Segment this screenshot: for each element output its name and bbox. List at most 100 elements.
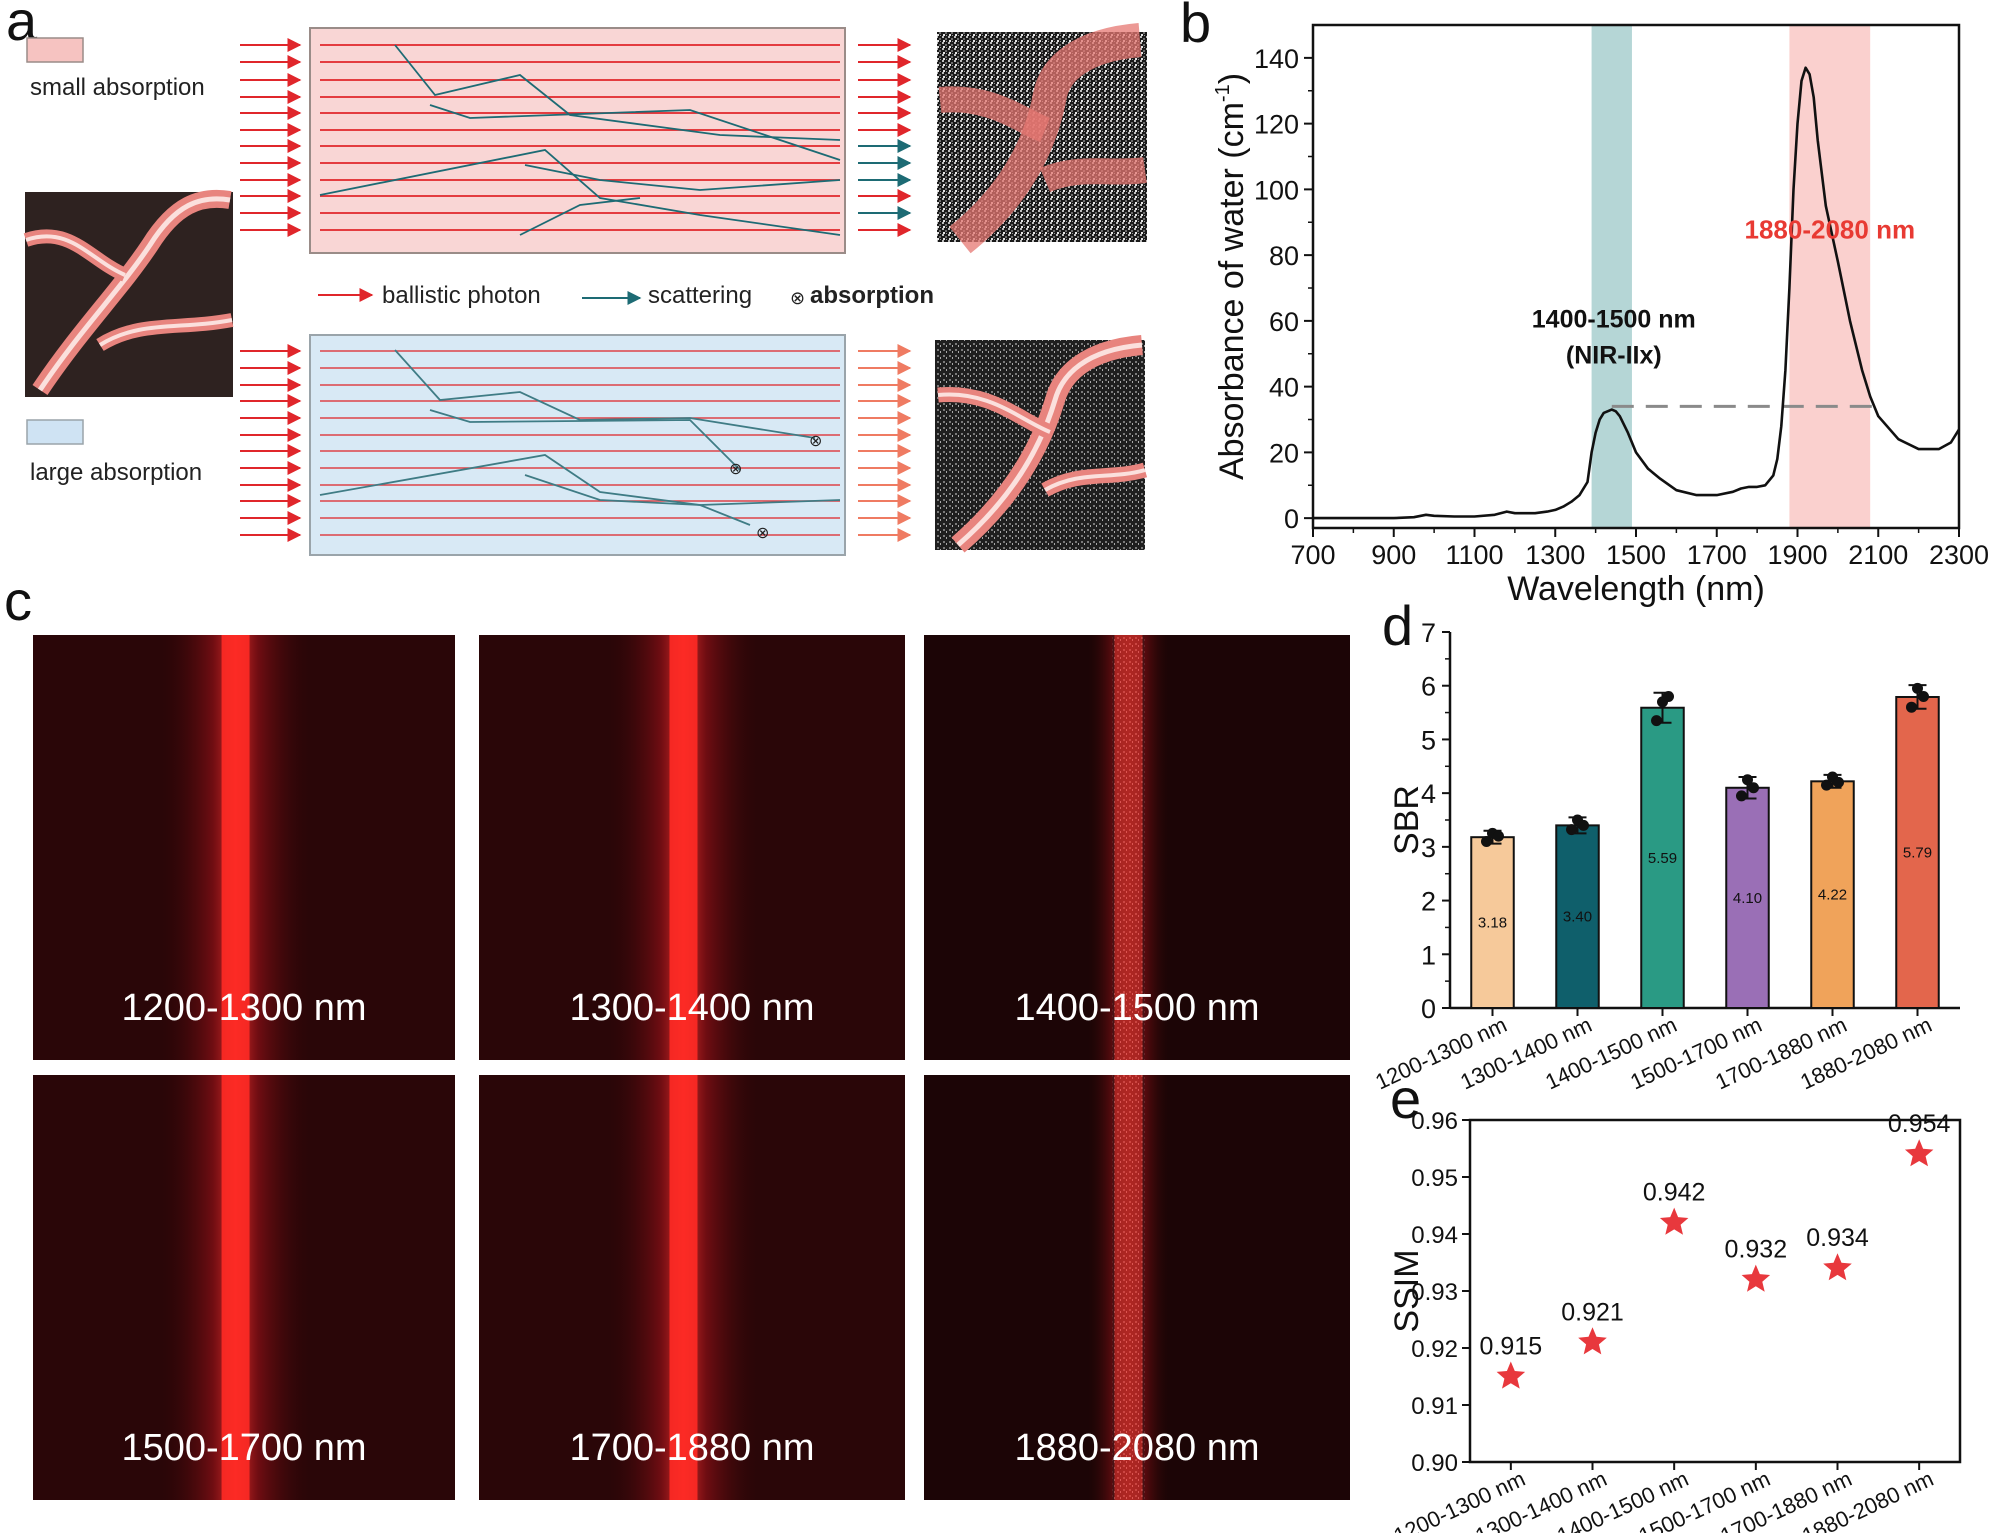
y-tick-label: 5	[1421, 725, 1436, 755]
bar-value-label: 3.40	[1563, 909, 1592, 926]
scattering-photon-path	[319, 149, 841, 236]
y-tick-label: 1	[1421, 940, 1436, 970]
y-tick-label: 0.91	[1411, 1393, 1458, 1420]
legend-small-absorption: small absorption	[30, 74, 205, 101]
y-tick-label: 2	[1421, 887, 1436, 917]
vessel-line	[669, 1075, 698, 1500]
panel-label-c: c	[4, 569, 32, 632]
vessel-noise	[1112, 1075, 1145, 1500]
point-value-label: 0.932	[1725, 1236, 1788, 1264]
vessel-line	[221, 1075, 250, 1500]
vessel-line	[669, 635, 698, 1060]
x-tick-label: 1100	[1445, 540, 1503, 570]
data-point	[1493, 830, 1504, 842]
large-absorption-swatch	[26, 419, 84, 445]
y-tick-label: 3	[1421, 833, 1436, 863]
image-label: 1400-1500 nm	[1014, 987, 1259, 1029]
y-tick-label: 6	[1421, 672, 1436, 702]
bar-value-label: 4.10	[1733, 890, 1762, 907]
y-tick-label: 0.95	[1411, 1165, 1458, 1192]
data-point	[1748, 782, 1759, 794]
image-label: 1500-1700 nm	[121, 1427, 366, 1469]
star-marker	[1578, 1327, 1607, 1355]
y-tick-label: 40	[1269, 373, 1299, 403]
photon-arrows: ⊗ ⊗ ⊗	[240, 38, 912, 542]
absorption-symbol-icon: ⊗	[756, 525, 769, 542]
scattering-photon-path	[394, 349, 816, 439]
data-point	[1742, 774, 1753, 786]
y-tick-label: 0.92	[1411, 1336, 1458, 1363]
x-tick-label: 1300	[1525, 540, 1585, 570]
imaging-panel: 1880-2080 nm	[924, 1075, 1350, 1500]
scattering-photon-path	[394, 44, 841, 141]
point-value-label: 0.921	[1561, 1298, 1624, 1326]
vessel-line	[221, 635, 250, 1060]
imaging-panel: 1300-1400 nm	[479, 635, 905, 1060]
data-point	[1912, 682, 1923, 694]
bar-value-label: 3.18	[1478, 915, 1507, 932]
bar	[1725, 786, 1770, 1009]
highlight-band-2	[1789, 25, 1871, 528]
scattering-photon-path	[429, 104, 841, 161]
y-tick-label: 0.94	[1411, 1222, 1458, 1249]
panel-a-schematic: small absorption large absorption ⊗ ⊗ ⊗	[23, 23, 1148, 556]
star-marker	[1904, 1139, 1934, 1167]
bar	[1640, 706, 1685, 1009]
star-marker	[1496, 1361, 1526, 1389]
image-label: 1200-1300 nm	[121, 987, 366, 1029]
x-tick-label: 700	[1290, 540, 1335, 570]
legend-scattering: scattering	[648, 282, 752, 309]
band-label-1-sub: (NIR-IIx)	[1566, 342, 1662, 370]
point-value-label: 0.954	[1888, 1110, 1951, 1138]
y-axis-title: SSIM	[1388, 1249, 1426, 1332]
y-tick-label: 0	[1421, 994, 1436, 1024]
data-point	[1918, 690, 1929, 702]
y-tick-label: 0.90	[1411, 1450, 1458, 1477]
data-point	[1651, 715, 1662, 727]
panel-label-b: b	[1180, 0, 1211, 54]
scattering-photon-path	[524, 474, 841, 506]
output-image-large-absorption	[935, 335, 1148, 553]
star-marker	[1741, 1264, 1771, 1292]
bar	[1470, 836, 1515, 1010]
y-tick-label: 4	[1421, 779, 1436, 809]
legend-large-absorption: large absorption	[30, 459, 202, 486]
x-tick-label: 1700	[1687, 540, 1747, 570]
imaging-panel: 1700-1880 nm	[479, 1075, 905, 1500]
x-tick-label: 1900	[1767, 540, 1827, 570]
panel-e-chart: 0.900.910.920.930.940.950.96SSIM0.915120…	[1388, 1108, 1962, 1533]
panel-b-chart: 700 900 1100 1300 1500 1700 1900 2100 2300 0 20 40 6…	[1212, 23, 1989, 608]
vessel-noise	[1112, 635, 1145, 1060]
absorption-symbol-icon: ⊗	[809, 433, 822, 450]
y-tick-label: 100	[1254, 175, 1299, 205]
output-image-small-absorption	[937, 23, 1147, 254]
y-tick-label: 60	[1269, 307, 1299, 337]
image-label: 1300-1400 nm	[569, 987, 814, 1029]
imaging-panel: 1200-1300 nm	[33, 635, 455, 1060]
absorbance-curve	[1313, 66, 1961, 520]
legend-absorption: absorption	[810, 282, 934, 309]
highlight-band-1	[1591, 25, 1632, 528]
point-value-label: 0.942	[1643, 1179, 1706, 1207]
scattering-photon-path	[519, 197, 641, 236]
y-tick-label: 120	[1254, 110, 1299, 140]
panel-label-d: d	[1382, 594, 1413, 657]
panel-c-images: 1200-1300 nm 1300-1400 nm 1400-1500 nm 1500…	[33, 635, 1350, 1500]
band-label-1: 1400-1500 nm	[1532, 305, 1696, 333]
scattering-photon-path	[429, 409, 741, 471]
plot-frame	[1468, 1118, 1962, 1464]
data-point	[1906, 701, 1917, 713]
y-tick-label: 140	[1254, 44, 1299, 74]
image-label: 1880-2080 nm	[1014, 1427, 1259, 1469]
absorption-symbol-icon: ⊗	[790, 288, 805, 308]
x-tick-label: 2100	[1848, 540, 1908, 570]
imaging-panel: 1400-1500 nm	[924, 635, 1350, 1060]
band-label-2: 1880-2080 nm	[1745, 215, 1916, 245]
y-tick-label: 0.96	[1411, 1108, 1458, 1135]
small-absorption-medium	[309, 27, 846, 254]
y-tick-label: 7	[1421, 618, 1436, 648]
data-point	[1833, 776, 1844, 788]
y-tick-label: 0.93	[1411, 1279, 1458, 1306]
